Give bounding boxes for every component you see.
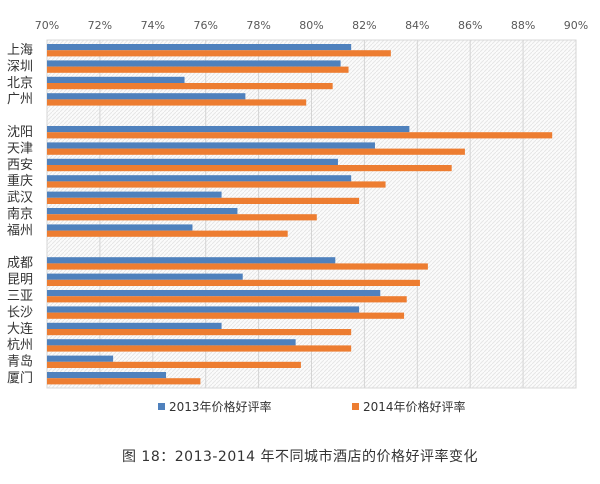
bar-2014 [47, 312, 405, 319]
bar-2013 [47, 60, 341, 67]
bar-2014 [47, 50, 391, 57]
bar-2014 [47, 279, 420, 286]
bar-2013 [47, 339, 296, 346]
bar-2013 [47, 191, 222, 198]
bar-2013 [47, 257, 336, 264]
x-tick-label: 90% [564, 19, 588, 32]
bar-2013 [47, 224, 193, 231]
y-tick-label: 重庆 [7, 173, 33, 189]
bar-2013 [47, 322, 222, 329]
y-tick-label: 上海 [7, 43, 33, 58]
x-tick-label: 76% [193, 19, 217, 32]
y-tick-label: 昆明 [7, 273, 33, 288]
bar-2014 [47, 361, 301, 368]
x-tick-label: 78% [246, 19, 270, 32]
x-tick-label: 80% [299, 19, 323, 32]
y-tick-label: 北京 [7, 76, 33, 91]
x-tick-label: 86% [458, 19, 482, 32]
bar-2014 [47, 197, 360, 204]
bar-2014 [47, 345, 352, 352]
y-tick-label: 福州 [7, 223, 33, 238]
y-tick-label: 大连 [7, 321, 33, 337]
y-tick-label: 南京 [7, 206, 33, 222]
y-tick-label: 深圳 [7, 59, 33, 74]
bar-2014 [47, 132, 553, 139]
bar-2014 [47, 83, 333, 90]
bar-2013 [47, 273, 243, 280]
x-tick-label: 82% [352, 19, 376, 32]
y-tick-label: 西安 [7, 158, 33, 173]
legend-label: 2013年价格好评率 [169, 399, 272, 414]
bar-2013 [47, 93, 246, 100]
bar-2014 [47, 214, 317, 221]
bar-2014 [47, 66, 349, 73]
bar-2013 [47, 126, 410, 133]
bar-2013 [47, 142, 375, 149]
y-tick-label: 长沙 [7, 305, 33, 320]
legend-label: 2014年价格好评率 [363, 399, 466, 414]
bar-2013 [47, 306, 360, 313]
bar-2014 [47, 378, 201, 385]
legend: 2013年价格好评率 2014年价格好评率 [158, 399, 466, 414]
bar-2013 [47, 208, 238, 215]
y-tick-label: 三亚 [7, 289, 33, 304]
bar-2014 [47, 99, 307, 106]
legend-swatch [158, 403, 165, 410]
bar-2014 [47, 165, 452, 172]
bar-2013 [47, 372, 167, 379]
y-tick-label: 广州 [7, 92, 33, 107]
x-tick-label: 72% [88, 19, 112, 32]
figure-caption: 图 18：2013-2014 年不同城市酒店的价格好评率变化 [121, 449, 479, 465]
bar-2014 [47, 181, 386, 188]
bars [47, 44, 553, 385]
legend-swatch [352, 403, 359, 410]
bar-2013 [47, 175, 352, 182]
y-tick-label: 沈阳 [7, 125, 33, 140]
y-tick-label: 厦门 [7, 371, 33, 386]
y-tick-label: 青岛 [7, 354, 33, 370]
bar-2013 [47, 76, 185, 83]
x-tick-label: 84% [405, 19, 429, 32]
bar-2013 [47, 290, 381, 297]
y-tick-label: 天津 [7, 141, 33, 156]
bar-2013 [47, 355, 114, 362]
x-axis: 70% 72% 74% 76% 78% 80% 82% 84% 86% 88% 90% [35, 19, 588, 32]
x-tick-label: 74% [141, 19, 165, 32]
bar-2014 [47, 296, 407, 303]
y-tick-label: 杭州 [7, 338, 33, 353]
bar-2014 [47, 329, 352, 336]
x-tick-label: 70% [35, 19, 59, 32]
y-tick-label: 武汉 [7, 191, 33, 206]
bar-2014 [47, 263, 428, 270]
bar-2013 [47, 158, 338, 165]
bar-2013 [47, 44, 352, 51]
bar-2014 [47, 230, 288, 237]
y-tick-label: 成都 [7, 256, 33, 271]
bar-2014 [47, 148, 465, 155]
x-tick-label: 88% [511, 19, 535, 32]
